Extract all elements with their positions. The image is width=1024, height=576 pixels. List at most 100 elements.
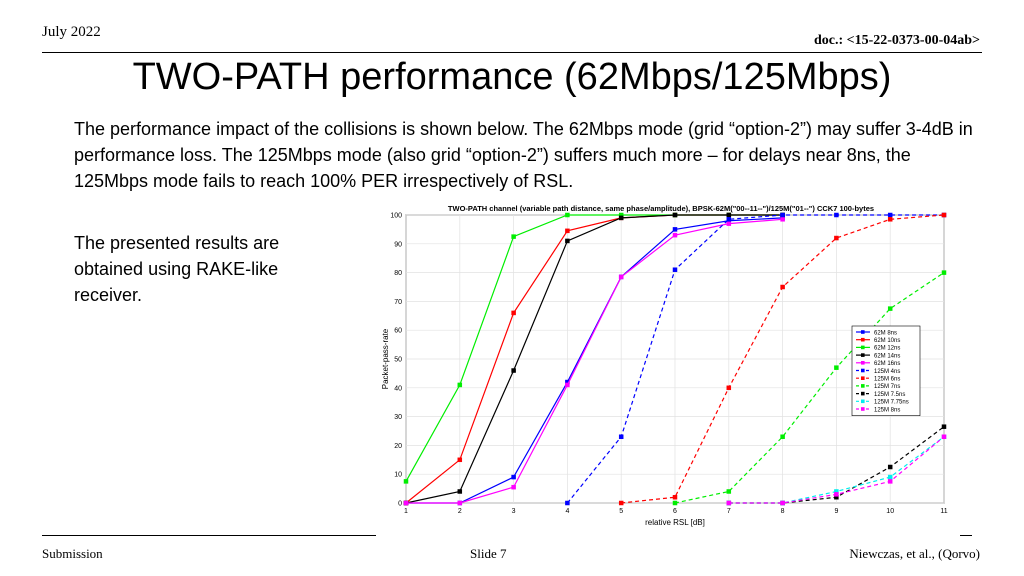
slide-title: TWO-PATH performance (62Mbps/125Mbps) bbox=[132, 56, 892, 98]
header-divider bbox=[42, 52, 982, 53]
data-point bbox=[887, 464, 893, 470]
x-tick-label: 4 bbox=[565, 508, 569, 515]
data-point bbox=[834, 492, 839, 497]
data-point bbox=[511, 474, 516, 480]
legend-marker bbox=[861, 391, 865, 396]
legend-entry: 125M 6ns bbox=[874, 377, 900, 383]
data-point bbox=[511, 234, 516, 239]
data-point bbox=[672, 494, 678, 500]
data-point bbox=[780, 217, 785, 222]
data-point bbox=[565, 382, 570, 388]
y-tick-label: 20 bbox=[394, 443, 402, 450]
data-point bbox=[618, 215, 624, 221]
legend-marker bbox=[861, 376, 865, 380]
data-point bbox=[780, 500, 785, 506]
y-tick-label: 90 bbox=[394, 241, 402, 248]
x-tick-label: 2 bbox=[458, 508, 462, 515]
series-line bbox=[566, 214, 944, 504]
y-tick-label: 80 bbox=[394, 270, 402, 277]
data-point bbox=[941, 434, 947, 440]
series-line bbox=[406, 218, 783, 504]
series-line bbox=[674, 272, 945, 504]
footer-authors: Niewczas, et al., (Qorvo) bbox=[849, 546, 980, 561]
data-point bbox=[618, 500, 624, 506]
legend-marker bbox=[861, 337, 865, 342]
x-tick-label: 5 bbox=[619, 508, 623, 515]
legend-entry: 62M 12ns bbox=[874, 346, 900, 352]
data-point bbox=[726, 217, 732, 222]
data-point bbox=[403, 479, 409, 484]
data-point bbox=[780, 434, 785, 440]
x-axis-label: relative RSL [dB] bbox=[645, 518, 705, 527]
data-point bbox=[511, 484, 516, 490]
x-tick-label: 6 bbox=[673, 508, 677, 515]
y-tick-label: 50 bbox=[394, 357, 402, 364]
legend-entry: 125M 7.5ns bbox=[874, 392, 905, 398]
data-point bbox=[672, 232, 678, 238]
data-point bbox=[511, 310, 516, 316]
footer-submission: Submission bbox=[42, 546, 103, 561]
header-date: July 2022 bbox=[42, 24, 101, 40]
side-note: The presented results are obtained using… bbox=[74, 233, 280, 305]
data-point bbox=[887, 474, 893, 480]
data-point bbox=[672, 227, 678, 232]
x-tick-label: 1 bbox=[404, 508, 408, 515]
legend-marker bbox=[861, 345, 865, 350]
data-point bbox=[726, 212, 732, 218]
data-point bbox=[887, 306, 893, 311]
y-tick-label: 40 bbox=[394, 385, 402, 392]
footer-divider-right bbox=[960, 535, 972, 536]
data-point bbox=[726, 385, 732, 391]
performance-chart: TWO-PATH channel (variable path distance… bbox=[381, 204, 948, 527]
data-point bbox=[565, 238, 570, 244]
x-tick-label: 8 bbox=[781, 508, 785, 515]
footer-divider bbox=[42, 535, 376, 536]
legend-marker bbox=[861, 361, 865, 365]
y-tick-label: 100 bbox=[390, 213, 402, 220]
legend-marker bbox=[861, 330, 865, 334]
legend-entry: 125M 7ns bbox=[874, 384, 900, 390]
data-point bbox=[726, 221, 732, 226]
data-point bbox=[457, 382, 463, 388]
data-point bbox=[887, 217, 893, 222]
legend-entry: 62M 10ns bbox=[874, 338, 900, 344]
chart-title: TWO-PATH channel (variable path distance… bbox=[448, 204, 874, 213]
data-point bbox=[726, 500, 732, 506]
y-tick-label: 70 bbox=[394, 299, 402, 306]
footer-slide-number: Slide 7 bbox=[470, 546, 507, 561]
data-point bbox=[403, 500, 409, 506]
data-point bbox=[780, 212, 785, 218]
data-point bbox=[565, 500, 570, 506]
legend-entry: 125M 4ns bbox=[874, 369, 900, 375]
y-tick-label: 60 bbox=[394, 328, 402, 335]
y-tick-label: 0 bbox=[398, 501, 402, 508]
legend-entry: 62M 14ns bbox=[874, 353, 900, 359]
data-point bbox=[726, 489, 732, 494]
data-point bbox=[834, 235, 839, 241]
y-tick-label: 10 bbox=[394, 472, 402, 479]
series-line bbox=[405, 214, 783, 504]
data-point bbox=[780, 284, 785, 290]
body-paragraph: The performance impact of the collisions… bbox=[74, 119, 973, 191]
data-point bbox=[457, 489, 463, 494]
data-point bbox=[672, 212, 678, 218]
data-point bbox=[941, 212, 947, 218]
chart-series bbox=[403, 212, 947, 506]
data-point bbox=[672, 267, 678, 272]
data-point bbox=[887, 479, 893, 484]
data-point bbox=[457, 500, 463, 506]
x-tick-label: 7 bbox=[727, 508, 731, 515]
data-point bbox=[834, 365, 839, 370]
data-point bbox=[887, 212, 893, 218]
series-line bbox=[406, 217, 783, 504]
data-point bbox=[834, 212, 839, 218]
x-tick-label: 11 bbox=[940, 508, 947, 515]
legend-marker bbox=[861, 384, 865, 388]
header-doc-id: doc.: <15-22-0373-00-04ab> bbox=[813, 33, 980, 48]
legend-marker bbox=[861, 407, 865, 411]
data-point bbox=[618, 274, 624, 280]
axis-ticks: 1 2 3 4 5 6 7 8 9 10 11 0 10 20 30 40 50 60 70 80 90 100 bbox=[390, 213, 947, 516]
legend-marker bbox=[861, 353, 865, 357]
legend-marker bbox=[861, 368, 865, 373]
